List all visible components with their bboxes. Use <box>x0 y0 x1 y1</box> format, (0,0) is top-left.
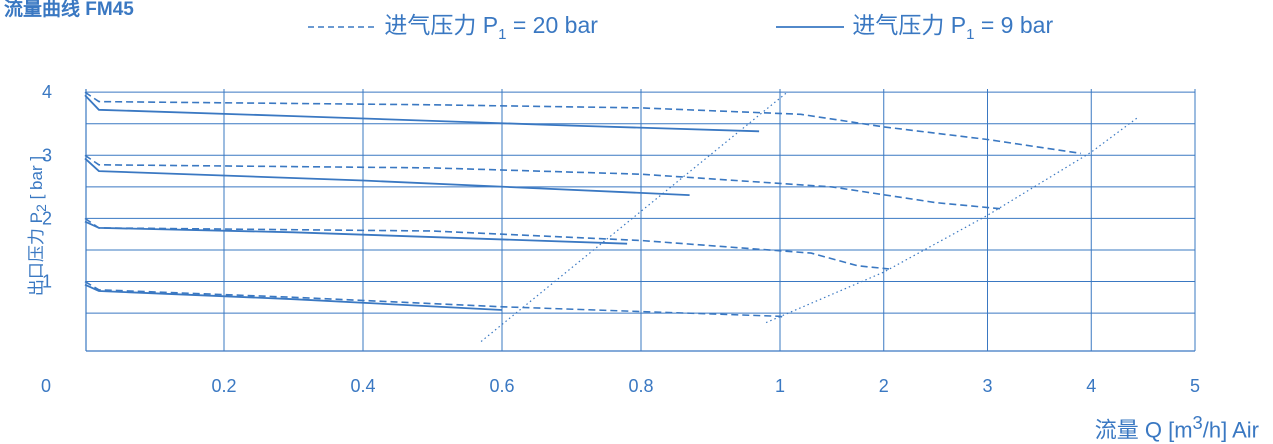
series-line-solid-5 <box>84 220 628 245</box>
legend-label-prefix: 进气压力 P <box>384 12 499 38</box>
x-tick-label: 0.2 <box>211 376 236 396</box>
legend-label-suffix: = 9 bar <box>974 12 1054 38</box>
y-tick-label: 1 <box>42 272 52 292</box>
x-axis-label-suffix: /h] Air <box>1202 417 1259 443</box>
legend-label-prefix: 进气压力 P <box>852 12 967 38</box>
legend-solid-line-swatch <box>776 26 844 28</box>
legend-label-sub: 1 <box>966 26 975 43</box>
legend-label-sub: 1 <box>498 26 507 43</box>
series-line-dotted-9 <box>765 116 1139 324</box>
x-tick-label: 0.8 <box>628 376 653 396</box>
x-tick-label: 4 <box>1086 376 1096 396</box>
y-tick-label: 3 <box>42 145 52 165</box>
series-line-solid-7 <box>84 283 503 311</box>
x-tick-label: 0.6 <box>489 376 514 396</box>
x-axis-label: 流量 Q [m3/h] Air <box>1095 412 1259 444</box>
series-line-solid-3 <box>84 157 690 196</box>
legend-dashed-line-swatch <box>308 26 376 28</box>
x-tick-label: 0.4 <box>350 376 375 396</box>
y-tick-label: 4 <box>42 82 52 102</box>
x-tick-label-origin: 0 <box>41 376 51 396</box>
series-line-dotted-8 <box>480 91 788 342</box>
legend-item-20bar: 进气压力 P1 = 20 bar <box>308 6 598 43</box>
legend-item-9bar: 进气压力 P1 = 9 bar <box>776 6 1054 43</box>
chart-title: 流量曲线 FM45 <box>4 0 134 20</box>
x-axis-label-sup: 3 <box>1192 412 1203 433</box>
x-axis-label-prefix: 流量 Q [m <box>1094 417 1193 443</box>
series-line-dashed-4 <box>84 217 889 270</box>
series-line-dashed-6 <box>84 280 786 319</box>
x-tick-label: 5 <box>1190 376 1200 396</box>
x-tick-label: 2 <box>879 376 889 396</box>
series-line-dashed-2 <box>84 154 1004 210</box>
x-tick-label: 3 <box>982 376 992 396</box>
x-tick-label: 1 <box>775 376 785 396</box>
legend-label-suffix: = 20 bar <box>506 12 598 38</box>
y-tick-label: 2 <box>42 208 52 228</box>
series-line-dashed-0 <box>84 91 1082 155</box>
series-line-solid-1 <box>84 94 760 133</box>
